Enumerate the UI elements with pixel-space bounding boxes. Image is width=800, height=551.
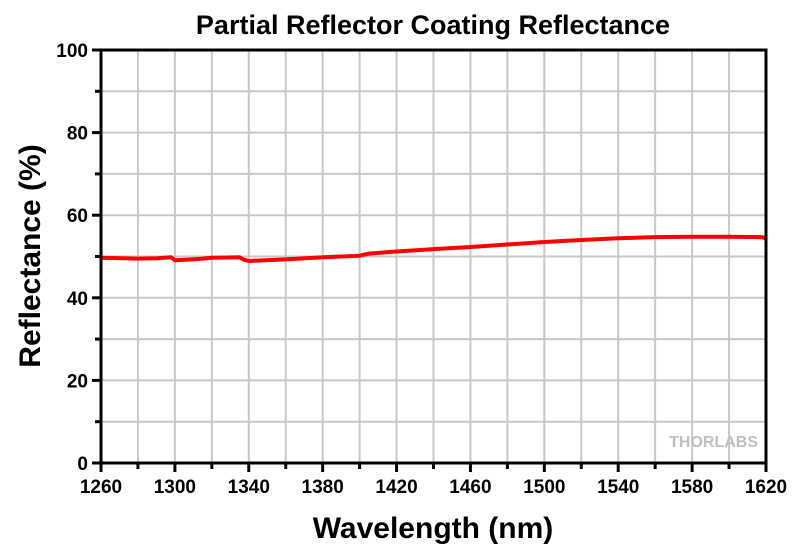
x-tick-label: 1380 xyxy=(302,477,344,498)
x-tick-label: 1460 xyxy=(449,477,491,498)
y-tick-label: 40 xyxy=(67,289,88,310)
y-tick-labels: 0 20 40 60 80 100 xyxy=(56,41,88,475)
chart-title: Partial Reflector Coating Reflectance xyxy=(196,10,670,40)
x-tick-label: 1260 xyxy=(80,477,122,498)
x-tick-label: 1540 xyxy=(597,477,639,498)
y-axis-label: Reflectance (%) xyxy=(14,144,47,367)
x-tick-label: 1300 xyxy=(154,477,196,498)
x-tick-label: 1420 xyxy=(375,477,417,498)
y-tick-label: 60 xyxy=(67,206,88,227)
x-tick-label: 1340 xyxy=(228,477,270,498)
y-tick-label: 0 xyxy=(77,454,88,475)
x-tick-labels: 1260 1300 1340 1380 1420 1460 1500 1540 1580 1620 xyxy=(80,477,787,498)
y-tick-label: 20 xyxy=(67,371,88,392)
x-tick-label: 1500 xyxy=(523,477,565,498)
y-tick-label: 80 xyxy=(67,124,88,145)
x-tick-label: 1620 xyxy=(745,477,787,498)
series-layer xyxy=(100,234,767,263)
series-line-reflectance xyxy=(100,234,767,263)
x-axis-label: Wavelength (nm) xyxy=(313,512,554,545)
thorlabs-watermark: THORLABS xyxy=(669,434,758,451)
axes xyxy=(92,48,768,472)
y-tick-label: 100 xyxy=(56,41,88,62)
x-tick-label: 1580 xyxy=(671,477,713,498)
grid xyxy=(101,50,766,463)
